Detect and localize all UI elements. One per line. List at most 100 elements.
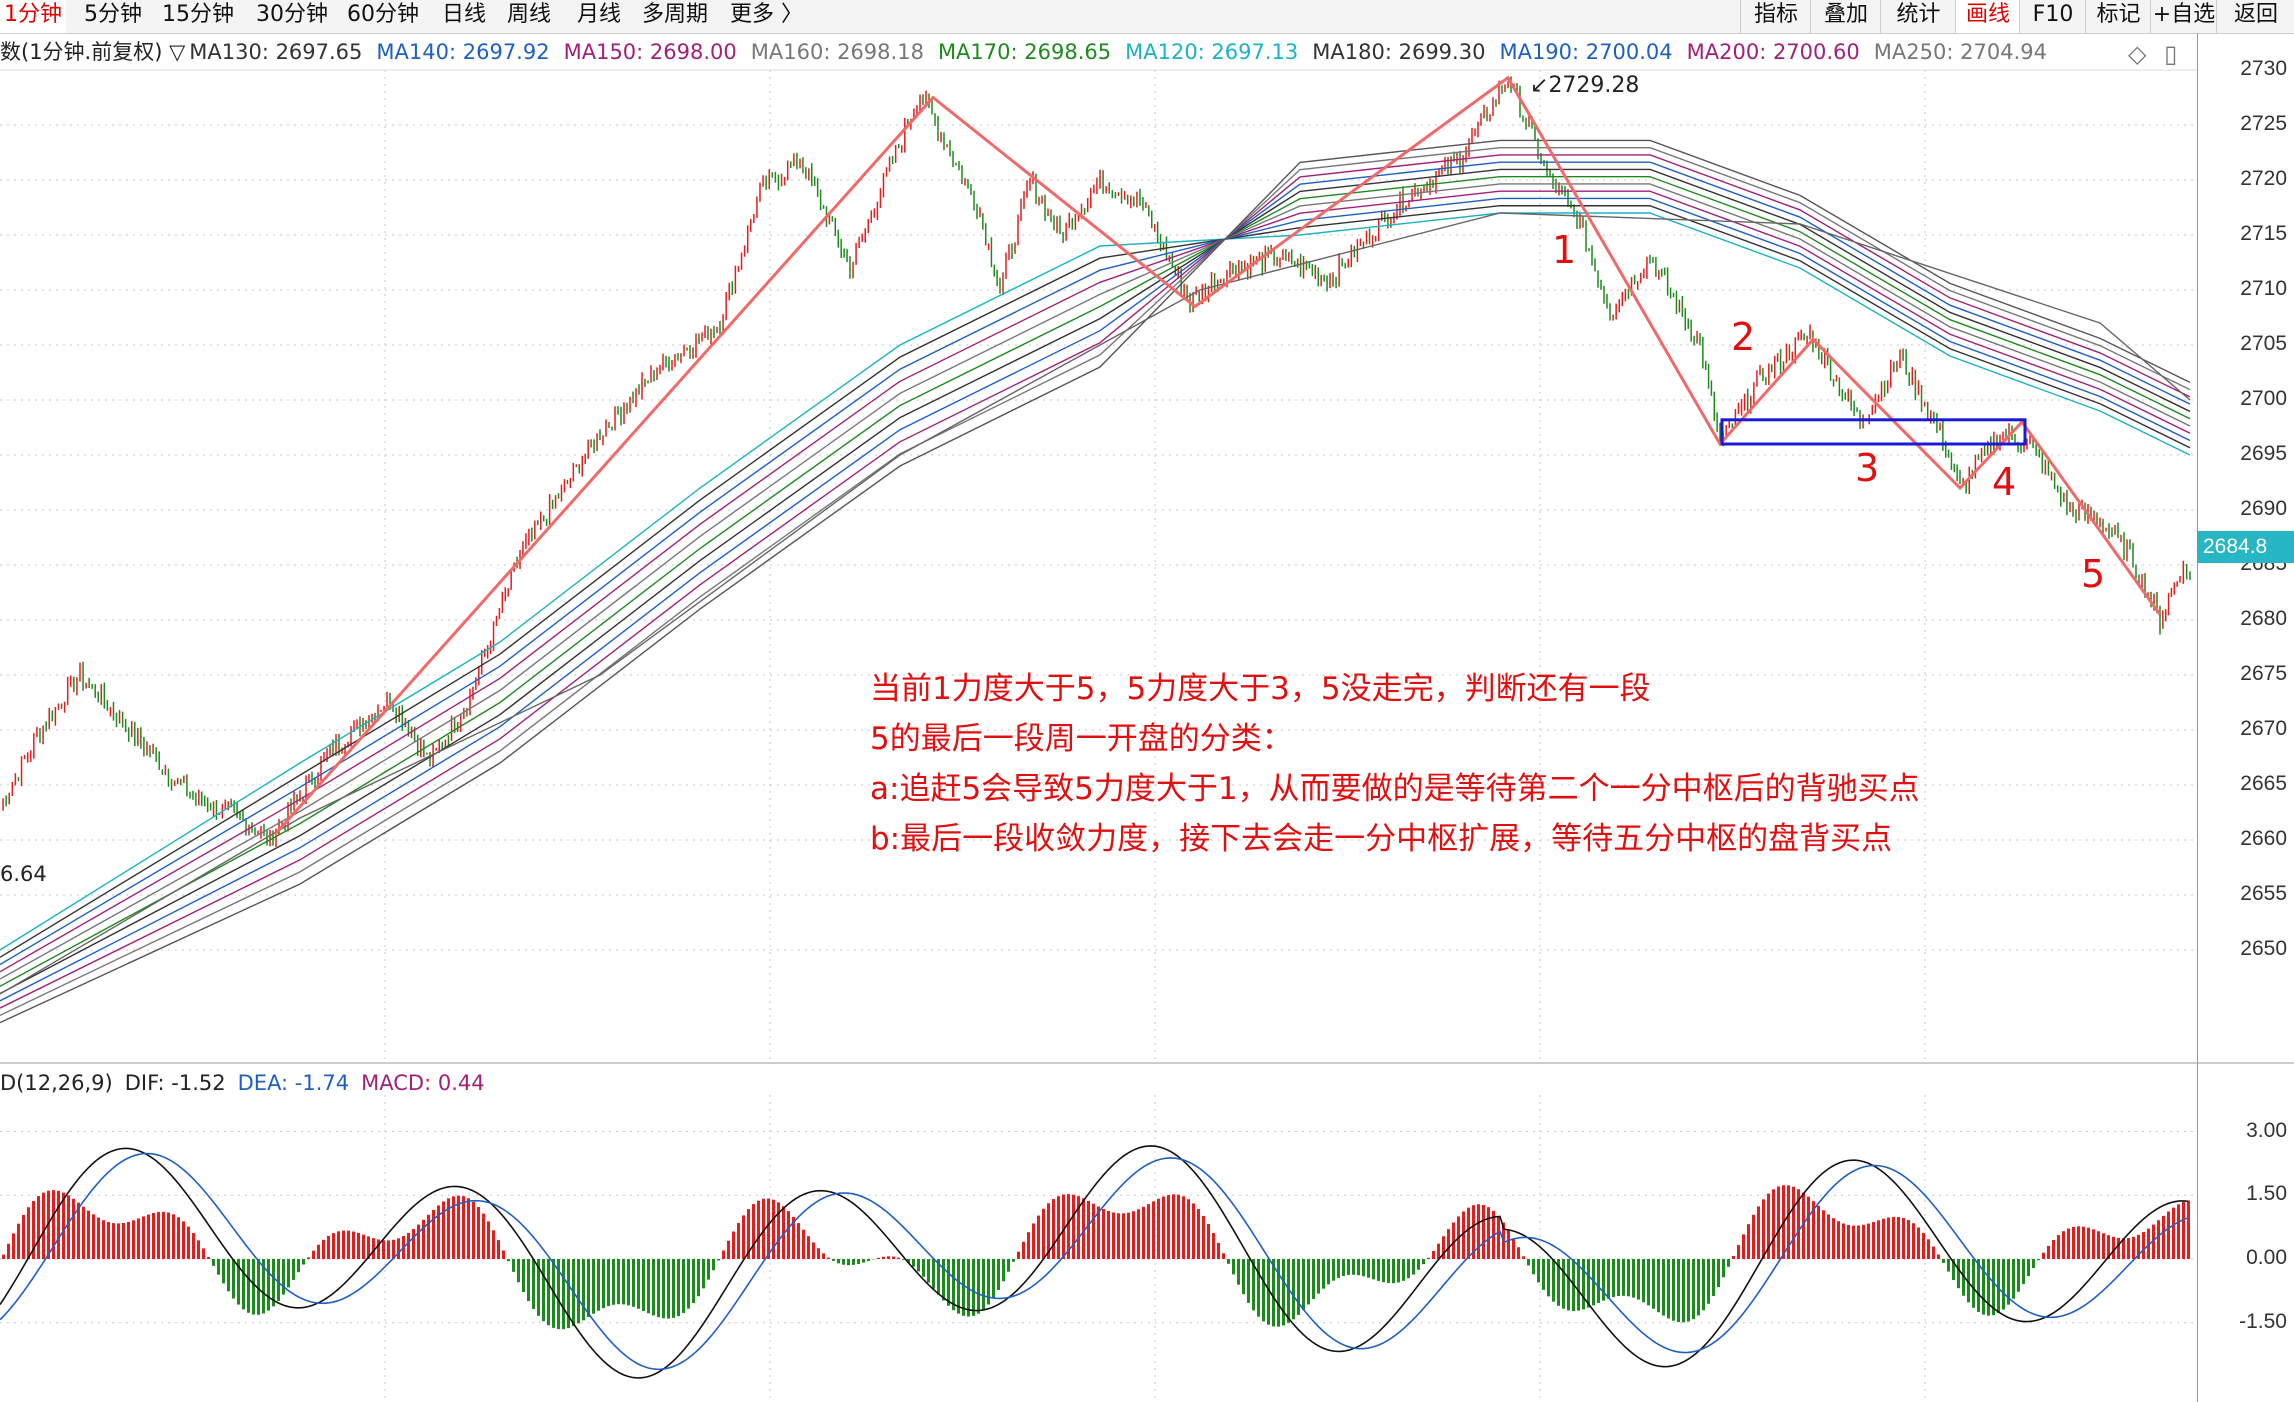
macd-bar bbox=[1217, 1242, 1220, 1259]
macd-bar bbox=[1637, 1259, 1640, 1300]
macd-bar bbox=[602, 1259, 605, 1309]
macd-bar bbox=[112, 1223, 115, 1259]
macd-bar bbox=[1012, 1259, 1015, 1262]
macd-bar bbox=[322, 1239, 325, 1259]
macd-bar bbox=[897, 1257, 900, 1259]
macd-bar bbox=[1772, 1189, 1775, 1259]
tool-button-6[interactable]: +自选 bbox=[2150, 0, 2217, 33]
ma-legend: 数(1分钟.前复权) ▽ MA130: 2697.65 MA140: 2697.92… bbox=[0, 35, 2061, 69]
macd-bar bbox=[607, 1259, 610, 1307]
macd-bar bbox=[117, 1223, 120, 1259]
macd-bar bbox=[1852, 1225, 1855, 1259]
macd-bar bbox=[1352, 1259, 1355, 1275]
macd-bar bbox=[862, 1259, 865, 1263]
diamond-icon[interactable]: ◇ bbox=[2128, 40, 2147, 68]
macd-bar bbox=[1877, 1220, 1880, 1259]
price-tick: 2660 bbox=[2240, 827, 2287, 850]
macd-bar bbox=[1017, 1251, 1020, 1259]
macd-bar bbox=[1612, 1259, 1615, 1298]
macd-bar bbox=[1037, 1215, 1040, 1259]
macd-bar bbox=[122, 1222, 125, 1259]
price-tick: 2720 bbox=[2240, 167, 2287, 190]
tool-button-1[interactable]: 叠加 bbox=[1810, 0, 1881, 33]
moving-average-line bbox=[0, 154, 2191, 1009]
macd-bar bbox=[92, 1214, 95, 1259]
macd-bar bbox=[1667, 1259, 1670, 1319]
period-tab-4[interactable]: 60分钟 bbox=[347, 2, 419, 27]
macd-bar bbox=[82, 1206, 85, 1259]
period-tab-5[interactable]: 日线 bbox=[442, 2, 487, 27]
period-tab-8[interactable]: 多周期 bbox=[642, 2, 709, 27]
macd-bar bbox=[172, 1214, 175, 1259]
macd-bar bbox=[147, 1214, 150, 1259]
macd-bar bbox=[1887, 1217, 1890, 1259]
macd-bar bbox=[867, 1259, 870, 1261]
macd-bar bbox=[1102, 1208, 1105, 1259]
macd-bar bbox=[1477, 1204, 1480, 1259]
macd-bar bbox=[957, 1259, 960, 1314]
macd-bar bbox=[877, 1257, 880, 1259]
tool-button-4[interactable]: F10 bbox=[2019, 0, 2086, 33]
period-tab-9[interactable]: 更多 〉 bbox=[730, 2, 803, 27]
period-tab-7[interactable]: 月线 bbox=[577, 2, 622, 27]
macd-bar bbox=[562, 1259, 565, 1330]
macd-bar bbox=[1847, 1224, 1850, 1259]
macd-bar bbox=[532, 1259, 535, 1310]
macd-bar bbox=[742, 1215, 745, 1259]
moving-average-line bbox=[0, 146, 2191, 1016]
macd-bar bbox=[1147, 1204, 1150, 1259]
macd-bar bbox=[2007, 1259, 2010, 1305]
macd-bar bbox=[647, 1259, 650, 1314]
tool-button-0[interactable]: 指标 bbox=[1740, 0, 1811, 33]
macd-bar bbox=[1542, 1259, 1545, 1290]
tool-button-3[interactable]: 画线 bbox=[1955, 0, 2020, 33]
tool-button-5[interactable]: 标记 bbox=[2085, 0, 2151, 33]
macd-bar bbox=[467, 1198, 470, 1259]
macd-bar bbox=[1617, 1259, 1620, 1297]
macd-bar bbox=[1197, 1209, 1200, 1259]
macd-bar bbox=[72, 1198, 75, 1259]
ma-legend-item: MA180: 2699.30 bbox=[1312, 40, 1486, 64]
tool-button-7[interactable]: 返回 bbox=[2216, 0, 2294, 33]
window-icon[interactable]: ▯ bbox=[2164, 40, 2178, 68]
macd-bar bbox=[952, 1259, 955, 1311]
macd-bar bbox=[162, 1211, 165, 1259]
macd-bar bbox=[1297, 1259, 1300, 1315]
ma-legend-item: MA140: 2697.92 bbox=[376, 40, 550, 64]
macd-bar bbox=[422, 1219, 425, 1259]
price-tick: 2670 bbox=[2240, 717, 2287, 740]
period-tab-6[interactable]: 周线 bbox=[507, 2, 552, 27]
tool-button-2[interactable]: 统计 bbox=[1880, 0, 1956, 33]
period-tab-3[interactable]: 30分钟 bbox=[256, 2, 328, 27]
macd-bar bbox=[1052, 1199, 1055, 1259]
ma-legend-item: MA200: 2700.60 bbox=[1686, 40, 1860, 64]
period-tab-2[interactable]: 15分钟 bbox=[162, 2, 234, 27]
macd-bar bbox=[457, 1195, 460, 1259]
ma-legend-item: MA250: 2704.94 bbox=[1873, 40, 2047, 64]
period-tab-0[interactable]: 1分钟 bbox=[0, 0, 66, 33]
macd-bar bbox=[1152, 1201, 1155, 1259]
macd-bar bbox=[1212, 1233, 1215, 1259]
macd-bar bbox=[1837, 1221, 1840, 1259]
macd-bar bbox=[1407, 1259, 1410, 1279]
legend-icons: ◇ ▯ bbox=[2128, 40, 2177, 68]
period-tab-1[interactable]: 5分钟 bbox=[84, 2, 142, 27]
macd-bar bbox=[62, 1192, 65, 1259]
macd-bar bbox=[992, 1259, 995, 1298]
macd-bar bbox=[1137, 1209, 1140, 1259]
macd-bar bbox=[1737, 1245, 1740, 1259]
macd-bar bbox=[937, 1259, 940, 1295]
macd-bar bbox=[1412, 1259, 1415, 1275]
macd-bar bbox=[1182, 1196, 1185, 1259]
macd-bar bbox=[1897, 1217, 1900, 1259]
macd-bar bbox=[1927, 1239, 1930, 1259]
macd-bar bbox=[1002, 1259, 1005, 1282]
moving-average-line bbox=[0, 212, 2191, 951]
macd-bar bbox=[1997, 1259, 2000, 1314]
macd-bar bbox=[1447, 1229, 1450, 1259]
macd-bar bbox=[1757, 1206, 1760, 1259]
macd-bar bbox=[1307, 1259, 1310, 1305]
macd-bar bbox=[127, 1221, 130, 1259]
macd-bar bbox=[522, 1259, 525, 1293]
macd-bar bbox=[1192, 1203, 1195, 1259]
